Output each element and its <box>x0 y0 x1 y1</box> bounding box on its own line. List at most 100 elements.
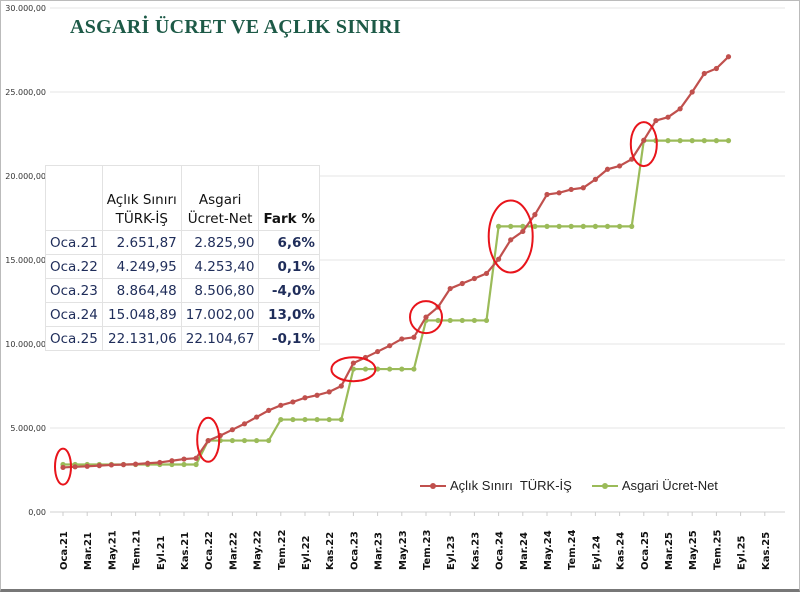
data-point <box>568 223 574 229</box>
x-tick-label: Kas.24 <box>616 532 627 570</box>
data-point <box>725 54 732 60</box>
row-label: Oca.25 <box>45 326 103 351</box>
data-point <box>725 138 732 144</box>
data-point <box>362 366 369 372</box>
data-point <box>665 114 671 120</box>
data-point <box>290 416 296 423</box>
table-row: Oca.21 2.651,87 2.825,90 6,6% <box>45 230 320 255</box>
x-tick-label: May.22 <box>253 530 264 570</box>
data-point <box>399 366 405 372</box>
data-point <box>447 317 453 324</box>
x-tick-label: Oca.25 <box>640 531 651 570</box>
table-row: Oca.22 4.249,95 4.253,40 0,1% <box>45 254 320 279</box>
highlight-circle <box>54 447 72 486</box>
x-tick-label: Kas.22 <box>325 532 336 570</box>
data-point <box>278 416 284 423</box>
data-point <box>629 223 635 229</box>
data-point <box>290 399 296 405</box>
x-tick-label: Oca.21 <box>59 531 70 570</box>
data-point <box>423 314 429 320</box>
data-point <box>532 212 538 218</box>
data-point <box>193 455 199 461</box>
asgari-value: 2.825,90 <box>180 230 260 255</box>
fark-value: -4,0% <box>258 278 320 303</box>
x-tick-label: Kas.23 <box>470 532 481 570</box>
data-point <box>713 138 720 144</box>
data-point <box>520 223 526 229</box>
data-point <box>471 275 477 282</box>
data-point <box>157 459 163 466</box>
data-point <box>387 343 393 349</box>
x-tick-label: Eyl.25 <box>737 535 748 570</box>
y-tick-label: 30.000,00 <box>5 4 46 13</box>
data-point <box>508 223 514 229</box>
data-point <box>544 191 550 198</box>
x-tick-label: May.25 <box>688 530 699 570</box>
fark-value: 0,1% <box>258 254 320 279</box>
data-point <box>108 462 114 468</box>
data-point <box>701 138 707 144</box>
y-tick-label: 25.000,00 <box>5 88 46 97</box>
x-tick-label: Mar.24 <box>519 532 530 570</box>
y-tick-label: 0,00 <box>28 508 46 517</box>
data-point <box>278 402 284 408</box>
table-row: Oca.23 8.864,48 8.506,80 -4,0% <box>45 278 320 303</box>
data-point <box>435 317 441 324</box>
data-point <box>338 416 344 423</box>
highlight-circle <box>487 199 534 274</box>
y-tick-label: 20.000,00 <box>5 172 46 181</box>
asgari-value: 17.002,00 <box>180 302 260 327</box>
data-point <box>604 166 611 172</box>
aclik-value: 22.131,06 <box>101 326 182 351</box>
data-point <box>254 437 260 444</box>
data-point <box>411 334 417 340</box>
data-point <box>350 360 356 366</box>
data-point <box>496 223 502 229</box>
x-tick-label: Eyl.23 <box>446 535 457 570</box>
data-point <box>580 185 586 191</box>
legend-swatch-green <box>591 482 618 489</box>
x-tick-label: Kas.25 <box>761 532 772 570</box>
fark-value: -0,1% <box>258 326 320 351</box>
data-point <box>665 138 671 144</box>
x-tick-label: Mar.23 <box>374 532 385 570</box>
data-point <box>532 223 538 229</box>
x-tick-label: Oca.24 <box>495 531 506 570</box>
row-label: Oca.22 <box>45 254 103 279</box>
x-tick-label: Eyl.24 <box>591 535 602 570</box>
asgari-value: 4.253,40 <box>180 254 260 279</box>
data-point <box>302 416 308 423</box>
data-point <box>471 317 477 324</box>
data-point <box>496 256 502 262</box>
data-point <box>689 138 695 144</box>
legend-label: Asgari Ücret-Net <box>621 478 718 493</box>
fark-value: 13,0% <box>258 302 320 327</box>
data-point <box>229 437 235 444</box>
x-tick-label: Eyl.21 <box>156 535 167 570</box>
data-point <box>387 366 393 372</box>
data-point <box>604 223 611 229</box>
data-point <box>302 395 308 401</box>
header-fark: Fark % <box>258 165 320 231</box>
data-point <box>677 106 683 112</box>
data-point <box>483 270 490 277</box>
data-point <box>592 176 599 182</box>
data-point <box>399 336 405 342</box>
data-point <box>72 464 78 470</box>
data-point <box>592 223 599 229</box>
table-row: Oca.24 15.048,89 17.002,00 13,0% <box>45 302 320 327</box>
aclik-value: 4.249,95 <box>101 254 182 279</box>
legend-label: Açlık Sınırı TÜRK-İŞ <box>450 478 572 493</box>
header-aclik-siniri: Açlık Sınırı TÜRK-İŞ <box>101 165 182 231</box>
legend-swatch-red <box>420 482 446 489</box>
table-row: Oca.25 22.131,06 22.104,67 -0,1% <box>45 326 320 351</box>
summary-table: Açlık Sınırı TÜRK-İŞ Asgari Ücret-Net Fark… <box>45 165 320 351</box>
data-point <box>241 421 248 427</box>
x-tick-label: Mar.21 <box>83 532 94 570</box>
data-point <box>508 237 514 243</box>
legend: Açlık Sınırı TÜRK-İŞ Asgari Ücret-Net <box>420 478 718 493</box>
data-point <box>375 348 381 355</box>
y-tick-label: 5.000,00 <box>10 424 46 433</box>
row-label: Oca.21 <box>45 230 103 255</box>
